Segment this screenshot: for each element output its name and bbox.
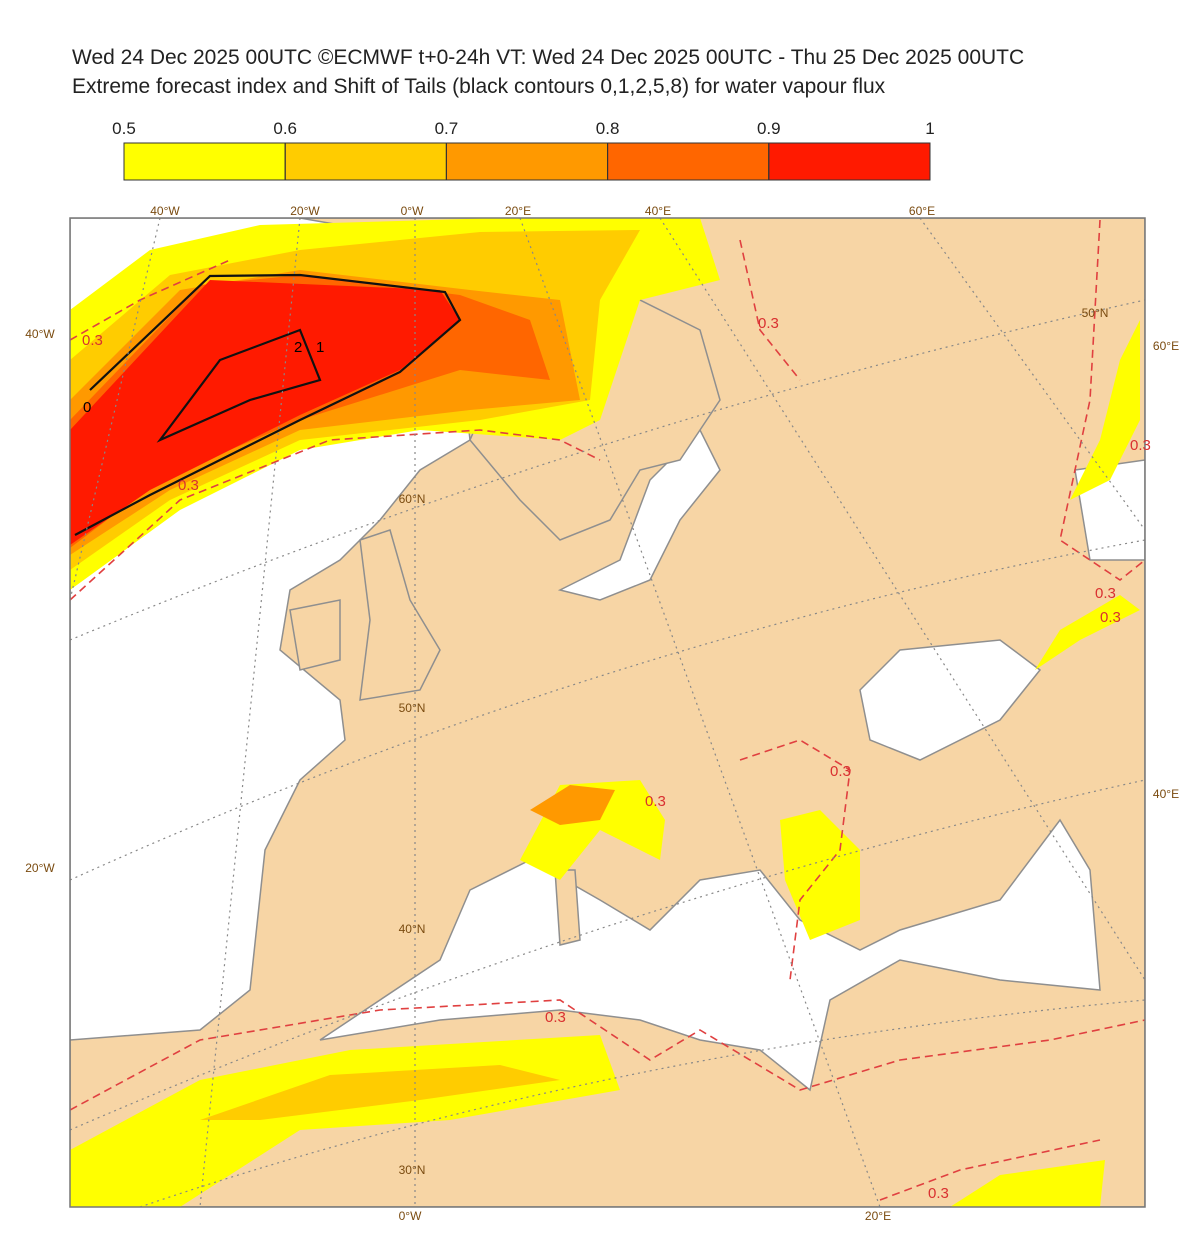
colorbar-tick-label: 0.6 <box>273 119 297 138</box>
colorbar-tick-label: 1 <box>925 119 934 138</box>
contour-label: 0.3 <box>1095 585 1116 602</box>
black-sea <box>859 639 1042 761</box>
efi-shading <box>1035 595 1140 670</box>
lon-label: 20°E <box>865 1209 891 1223</box>
sot-contour <box>74 273 462 536</box>
efi-shading <box>1070 320 1140 500</box>
title-line-2: Extreme forecast index and Shift of Tail… <box>72 75 886 98</box>
lon-label: 60°E <box>1153 339 1179 353</box>
sot-label: 2 <box>294 339 302 356</box>
title-line-1: Wed 24 Dec 2025 00UTC ©ECMWF t+0-24h VT:… <box>72 46 1024 69</box>
colorbar-tick-label: 0.9 <box>757 119 781 138</box>
colorbar-segment <box>768 142 931 181</box>
lon-label: 60°E <box>909 204 935 218</box>
lon-label: 20°E <box>505 204 531 218</box>
mediterranean <box>319 818 1101 1092</box>
colorbar-segment <box>284 142 447 181</box>
lat-label: 40°N <box>399 922 426 936</box>
lat-label: 50°N <box>1082 306 1109 320</box>
map-frame <box>69 217 1146 1208</box>
efi-contour <box>70 999 1145 1111</box>
lon-label: 40°W <box>150 204 180 218</box>
sot-label: 1 <box>316 339 324 356</box>
efi-shading <box>200 1065 560 1120</box>
contour-label: 0.3 <box>645 793 666 810</box>
colorbar: 0.5 0.6 0.7 0.8 0.9 1 <box>112 119 935 181</box>
lat-label: 50°N <box>399 701 426 715</box>
lon-label: 0°W <box>399 1209 422 1223</box>
colorbar-tick-label: 0.5 <box>112 119 136 138</box>
sot-label: 0 <box>83 399 91 416</box>
colorbar-segment <box>607 142 770 181</box>
contour-label: 0.3 <box>1100 609 1121 626</box>
efi-shading <box>950 1160 1105 1207</box>
efi-contour <box>70 259 231 341</box>
efi-contour <box>1059 219 1145 581</box>
contour-label: 0.3 <box>178 477 199 494</box>
lon-label: 40°W <box>25 327 55 341</box>
colorbar-tick-label: 0.8 <box>596 119 620 138</box>
efi-shading <box>70 280 460 545</box>
efi-contour <box>739 239 801 381</box>
lat-label: 60°N <box>399 492 426 506</box>
baltic-sea <box>557 428 721 601</box>
efi-shading <box>530 785 615 825</box>
lon-label: 40°E <box>1153 787 1179 801</box>
contour-label: 0.3 <box>82 332 103 349</box>
efi-contour <box>879 1139 1101 1201</box>
colorbar-tick-label: 0.7 <box>435 119 459 138</box>
contour-label: 0.3 <box>928 1185 949 1202</box>
lon-label: 20°W <box>25 861 55 875</box>
colorbar-segment <box>445 142 609 181</box>
efi-contour <box>70 429 601 601</box>
colorbar-segment <box>123 142 286 181</box>
contour-label: 0.3 <box>830 763 851 780</box>
sot-contour <box>156 328 322 443</box>
contour-label: 0.3 <box>1130 437 1151 454</box>
lon-label: 20°W <box>290 204 320 218</box>
contour-label: 0.3 <box>758 315 779 332</box>
lon-label: 40°E <box>645 204 671 218</box>
ireland <box>289 599 341 671</box>
efi-contour <box>739 739 851 981</box>
britain <box>359 529 441 701</box>
contour-label: 0.3 <box>545 1009 566 1026</box>
map <box>70 218 1145 1207</box>
lat-label: 30°N <box>399 1163 426 1177</box>
corsica-sardinia <box>554 869 581 946</box>
lon-label: 0°W <box>401 204 424 218</box>
graticule <box>70 218 1145 1207</box>
